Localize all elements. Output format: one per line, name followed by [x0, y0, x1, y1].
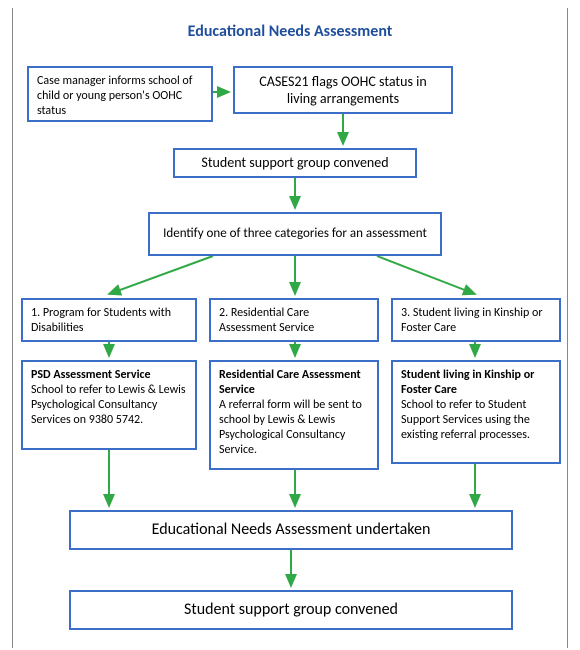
node-n7: 3. Student living in Kinship or Foster C… [391, 298, 561, 342]
node-n4: Identify one of three categories for an … [148, 212, 442, 256]
flowchart-page: Educational Needs Assessment Case manage… [12, 8, 568, 648]
node-n9-head: Residential Care Assessment Service [219, 368, 369, 398]
page-title: Educational Needs Assessment [13, 22, 567, 41]
node-n12: Student support group convened [69, 590, 513, 630]
node-n6: 2. Residential Care Assessment Service [209, 298, 379, 342]
node-n8-head: PSD Assessment Service [31, 368, 187, 383]
node-n8-text: School to refer to Lewis & Lewis Psychol… [31, 383, 187, 428]
node-n2: CASES21 flags OOHC status in living arra… [233, 66, 453, 114]
node-n9-text: A referral form will be sent to school b… [219, 398, 369, 458]
node-n1: Case manager informs school of child or … [27, 66, 213, 122]
node-n10: Student living in Kinship or Foster Care… [391, 360, 561, 464]
node-n10-head: Student living in Kinship or Foster Care [401, 368, 551, 398]
node-n11: Educational Needs Assessment undertaken [69, 510, 513, 550]
node-n3: Student support group convened [173, 148, 417, 178]
node-n5: 1. Program for Students with Disabilitie… [21, 298, 197, 342]
node-n10-text: School to refer to Student Support Servi… [401, 398, 551, 443]
node-n8: PSD Assessment ServiceSchool to refer to… [21, 360, 197, 450]
edge-n4-n5 [109, 256, 213, 294]
node-n9: Residential Care Assessment ServiceA ref… [209, 360, 379, 470]
edge-n4-n7 [377, 256, 475, 294]
